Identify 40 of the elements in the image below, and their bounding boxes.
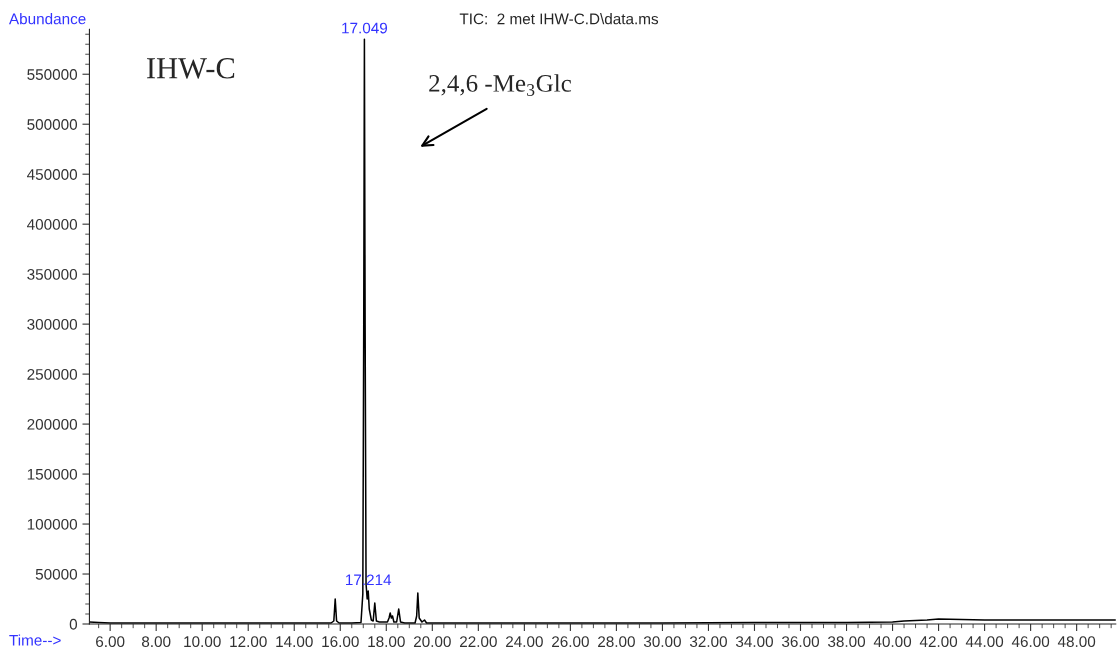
y-tick-label: 200000	[27, 418, 78, 430]
x-tick-label: 12.00	[230, 636, 267, 648]
y-tick-label: 350000	[27, 269, 78, 280]
chart-title: TIC: 2 met IHW-C.D\data.ms	[459, 13, 659, 25]
x-tick-label: 16.00	[322, 636, 359, 648]
x-tick-label: 32.00	[689, 636, 727, 648]
x-tick-label: 6.00	[96, 636, 125, 648]
y-tick-label: 500000	[27, 119, 78, 130]
x-tick-label: 38.00	[827, 636, 866, 648]
y-tick-label: 300000	[27, 318, 78, 330]
x-axis-title: Time-->	[9, 634, 61, 646]
x-tick-label: 14.00	[276, 636, 313, 648]
y-tick-label: 400000	[27, 219, 78, 230]
x-tick-label: 26.00	[552, 636, 589, 648]
y-tick-label: 250000	[27, 368, 78, 380]
y-tick-label: 550000	[27, 69, 78, 80]
x-tick-label: 36.00	[781, 636, 820, 648]
annotation: 17.049	[342, 22, 388, 34]
annotation: 2,4,6 -Me$_{3}$Glc	[429, 74, 572, 96]
y-tick-label: 0	[69, 618, 78, 630]
x-tick-label: 10.00	[184, 636, 221, 648]
x-tick-label: 24.00	[506, 636, 543, 648]
x-tick-label: 44.00	[965, 636, 1004, 648]
y-tick-label: 100000	[27, 518, 78, 530]
x-tick-label: 18.00	[368, 636, 405, 648]
x-tick-label: 28.00	[598, 636, 635, 648]
x-tick-label: 34.00	[735, 636, 773, 648]
x-tick-label: 8.00	[141, 636, 171, 648]
x-tick-label: 22.00	[459, 636, 497, 648]
y-tick-label: 150000	[27, 468, 78, 480]
x-tick-label: 20.00	[413, 636, 451, 648]
y-tick-label: 450000	[27, 169, 78, 180]
annotation: IHW-C	[146, 58, 235, 79]
x-tick-label: 30.00	[643, 636, 681, 648]
x-tick-label: 40.00	[873, 636, 912, 648]
y-tick-label: 50000	[35, 568, 78, 580]
x-tick-label: 48.00	[1057, 636, 1096, 648]
y-axis-title: Abundance	[8, 13, 86, 25]
x-tick-label: 42.00	[919, 636, 958, 648]
x-tick-label: 46.00	[1011, 636, 1050, 648]
